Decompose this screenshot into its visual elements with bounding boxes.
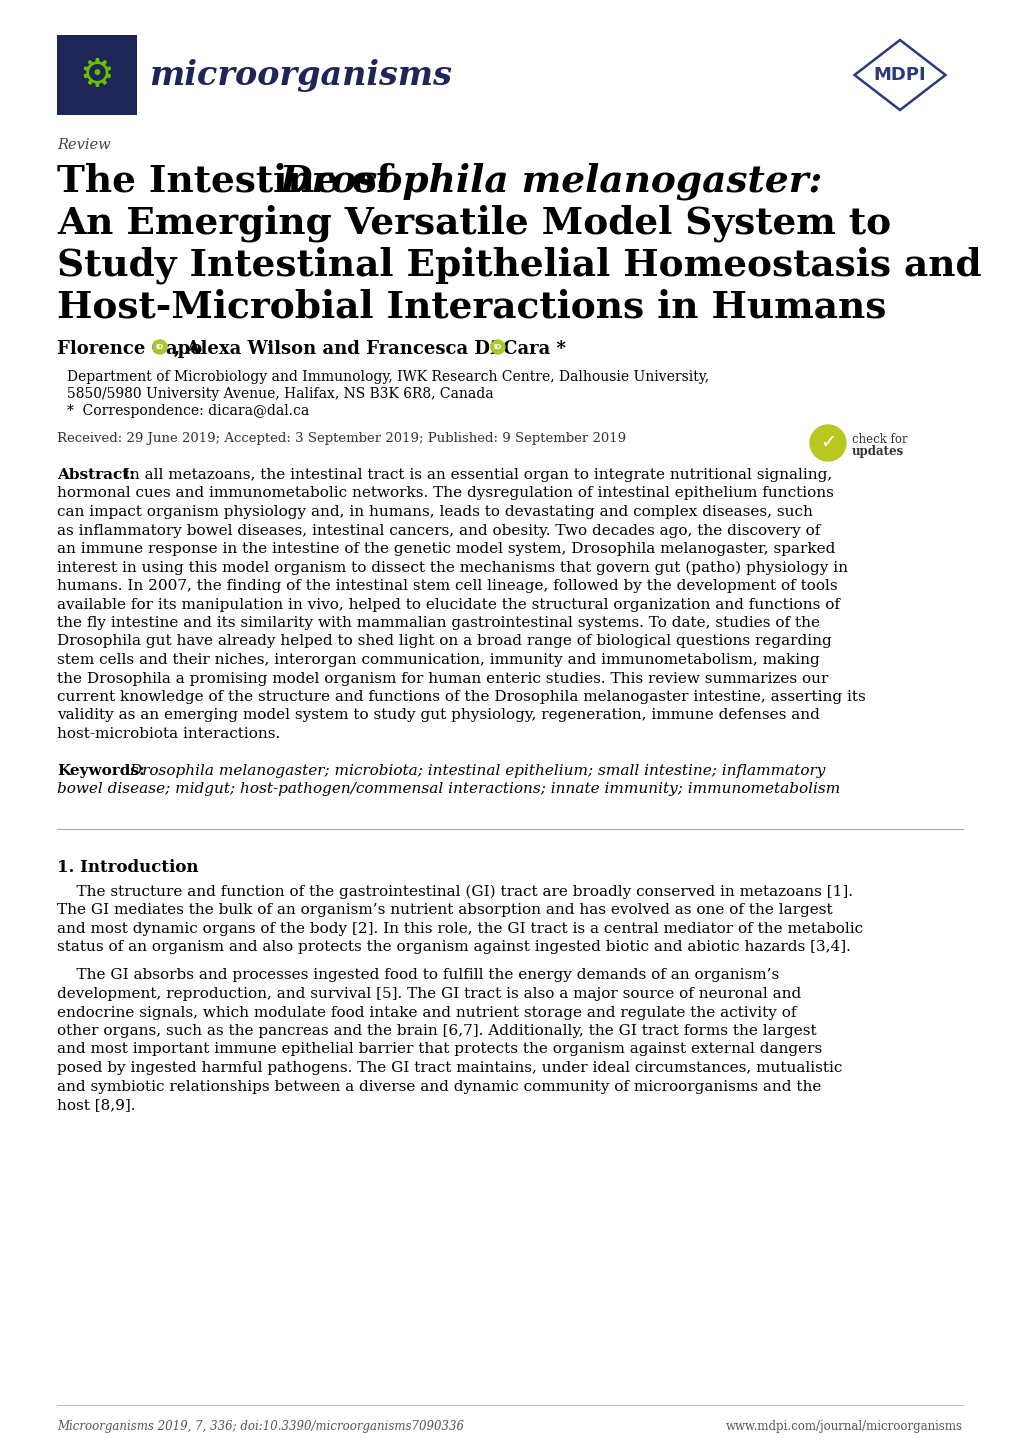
Text: check for: check for [851, 433, 907, 446]
Text: MDPI: MDPI [873, 66, 925, 84]
Text: Florence Capo: Florence Capo [57, 340, 202, 358]
Text: Drosophila melanogaster:: Drosophila melanogaster: [280, 162, 822, 199]
Text: host [8,9].: host [8,9]. [57, 1097, 136, 1112]
Text: available for its manipulation in vivo, helped to elucidate the structural organ: available for its manipulation in vivo, … [57, 597, 840, 611]
Text: Received: 29 June 2019; Accepted: 3 September 2019; Published: 9 September 2019: Received: 29 June 2019; Accepted: 3 Sept… [57, 433, 626, 446]
Text: the fly intestine and its similarity with mammalian gastrointestinal systems. To: the fly intestine and its similarity wit… [57, 616, 819, 630]
FancyBboxPatch shape [57, 35, 137, 115]
Text: 5850/5980 University Avenue, Halifax, NS B3K 6R8, Canada: 5850/5980 University Avenue, Halifax, NS… [67, 386, 493, 401]
Text: ⚙: ⚙ [79, 56, 114, 94]
Text: iD: iD [493, 345, 501, 350]
Text: www.mdpi.com/journal/microorganisms: www.mdpi.com/journal/microorganisms [726, 1420, 962, 1433]
Text: posed by ingested harmful pathogens. The GI tract maintains, under ideal circums: posed by ingested harmful pathogens. The… [57, 1061, 842, 1074]
Circle shape [809, 425, 845, 461]
Text: Study Intestinal Epithelial Homeostasis and: Study Intestinal Epithelial Homeostasis … [57, 247, 980, 284]
Text: and most important immune epithelial barrier that protects the organism against : and most important immune epithelial bar… [57, 1043, 821, 1057]
Text: Keywords:: Keywords: [57, 763, 145, 777]
Text: Abstract:: Abstract: [57, 469, 135, 482]
Text: can impact organism physiology and, in humans, leads to devastating and complex : can impact organism physiology and, in h… [57, 505, 812, 519]
Text: bowel disease; midgut; host-pathogen/commensal interactions; innate immunity; im: bowel disease; midgut; host-pathogen/com… [57, 782, 840, 796]
Circle shape [153, 340, 167, 353]
Text: Drosophila melanogaster; microbiota; intestinal epithelium; small intestine; inf: Drosophila melanogaster; microbiota; int… [125, 763, 824, 777]
Text: stem cells and their niches, interorgan communication, immunity and immunometabo: stem cells and their niches, interorgan … [57, 653, 819, 668]
Text: endocrine signals, which modulate food intake and nutrient storage and regulate : endocrine signals, which modulate food i… [57, 1005, 796, 1019]
Text: Review: Review [57, 138, 110, 151]
Text: iD: iD [156, 345, 164, 350]
Text: updates: updates [851, 446, 904, 459]
Circle shape [490, 340, 504, 353]
Text: as inflammatory bowel diseases, intestinal cancers, and obesity. Two decades ago: as inflammatory bowel diseases, intestin… [57, 523, 819, 538]
Text: the Drosophila a promising model organism for human enteric studies. This review: the Drosophila a promising model organis… [57, 672, 827, 685]
Text: The Intestine of: The Intestine of [57, 162, 405, 199]
Text: validity as an emerging model system to study gut physiology, regeneration, immu: validity as an emerging model system to … [57, 708, 819, 722]
Text: host-microbiota interactions.: host-microbiota interactions. [57, 727, 280, 741]
Text: an immune response in the intestine of the genetic model system, Drosophila mela: an immune response in the intestine of t… [57, 542, 835, 557]
Text: Department of Microbiology and Immunology, IWK Research Centre, Dalhousie Univer: Department of Microbiology and Immunolog… [67, 371, 708, 384]
Text: status of an organism and also protects the organism against ingested biotic and: status of an organism and also protects … [57, 940, 850, 955]
Text: interest in using this model organism to dissect the mechanisms that govern gut : interest in using this model organism to… [57, 561, 847, 575]
Text: , Alexa Wilson and Francesca Di Cara *: , Alexa Wilson and Francesca Di Cara * [174, 340, 566, 358]
Text: hormonal cues and immunometabolic networks. The dysregulation of intestinal epit: hormonal cues and immunometabolic networ… [57, 486, 834, 500]
Text: The structure and function of the gastrointestinal (GI) tract are broadly conser: The structure and function of the gastro… [57, 884, 852, 898]
Text: other organs, such as the pancreas and the brain [6,7]. Additionally, the GI tra: other organs, such as the pancreas and t… [57, 1024, 816, 1038]
Text: and most dynamic organs of the body [2]. In this role, the GI tract is a central: and most dynamic organs of the body [2].… [57, 921, 862, 936]
Text: 1. Introduction: 1. Introduction [57, 858, 199, 875]
Text: and symbiotic relationships between a diverse and dynamic community of microorga: and symbiotic relationships between a di… [57, 1080, 820, 1093]
Text: current knowledge of the structure and functions of the Drosophila melanogaster : current knowledge of the structure and f… [57, 691, 865, 704]
Text: Microorganisms 2019, 7, 336; doi:10.3390/microorganisms7090336: Microorganisms 2019, 7, 336; doi:10.3390… [57, 1420, 464, 1433]
Text: ✓: ✓ [819, 434, 836, 453]
Text: microorganisms: microorganisms [149, 59, 451, 91]
Text: Drosophila gut have already helped to shed light on a broad range of biological : Drosophila gut have already helped to sh… [57, 634, 830, 649]
Text: The GI absorbs and processes ingested food to fulfill the energy demands of an o: The GI absorbs and processes ingested fo… [57, 969, 779, 982]
Text: The GI mediates the bulk of an organism’s nutrient absorption and has evolved as: The GI mediates the bulk of an organism’… [57, 903, 832, 917]
Text: humans. In 2007, the finding of the intestinal stem cell lineage, followed by th: humans. In 2007, the finding of the inte… [57, 580, 837, 593]
Text: development, reproduction, and survival [5]. The GI tract is also a major source: development, reproduction, and survival … [57, 986, 801, 1001]
Text: An Emerging Versatile Model System to: An Emerging Versatile Model System to [57, 203, 891, 241]
Text: In all metazoans, the intestinal tract is an essential organ to integrate nutrit: In all metazoans, the intestinal tract i… [119, 469, 832, 482]
Text: *  Correspondence: dicara@dal.ca: * Correspondence: dicara@dal.ca [67, 404, 309, 418]
Text: Host-Microbial Interactions in Humans: Host-Microbial Interactions in Humans [57, 288, 886, 324]
